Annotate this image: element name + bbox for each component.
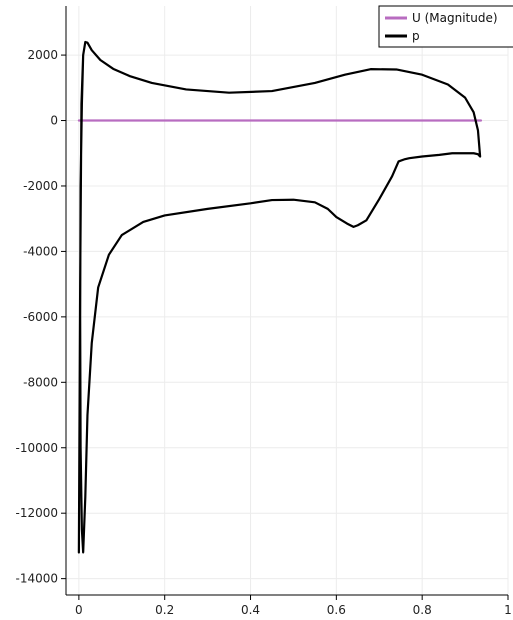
x-tick-label: 1 bbox=[504, 603, 512, 617]
legend-label-u-magnitude: U (Magnitude) bbox=[412, 11, 498, 25]
axes bbox=[65, 6, 508, 596]
y-tick-label: 2000 bbox=[27, 48, 58, 62]
y-tick-label: 0 bbox=[50, 114, 58, 128]
y-tick-label: -8000 bbox=[23, 375, 58, 389]
y-tick-label: -4000 bbox=[23, 244, 58, 258]
grid-lines bbox=[66, 6, 509, 595]
x-axis-ticks: 0 0.2 0.4 0.6 0.8 1 bbox=[75, 595, 512, 617]
y-tick-label: -14000 bbox=[15, 572, 58, 586]
y-tick-label: -2000 bbox=[23, 179, 58, 193]
series-layer bbox=[77, 40, 483, 554]
y-tick-label: -6000 bbox=[23, 310, 58, 324]
legend-label-p: p bbox=[412, 29, 420, 43]
x-tick-label: 0.6 bbox=[327, 603, 346, 617]
x-tick-label: 0.8 bbox=[413, 603, 432, 617]
legend-box bbox=[378, 5, 513, 48]
series-line-p bbox=[77, 40, 482, 554]
y-tick-label: -10000 bbox=[15, 441, 58, 455]
y-axis-ticks: 2000 0 -2000 -4000 -6000 -8000 -10000 -12000 -14… bbox=[15, 48, 66, 586]
x-tick-label: 0.2 bbox=[155, 603, 174, 617]
y-tick-label: -12000 bbox=[15, 506, 58, 520]
legend: U (Magnitude) p bbox=[378, 5, 513, 48]
x-tick-label: 0 bbox=[75, 603, 83, 617]
x-tick-label: 0.4 bbox=[241, 603, 260, 617]
